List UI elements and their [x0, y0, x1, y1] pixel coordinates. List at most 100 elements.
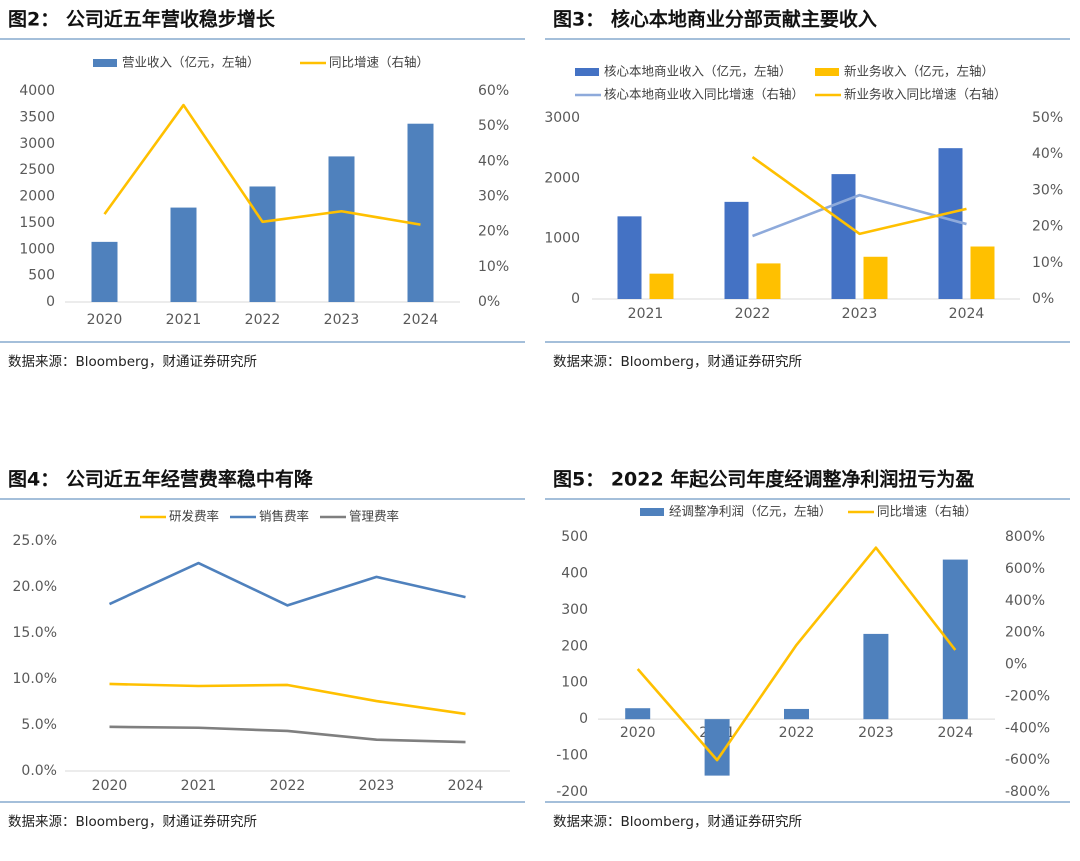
y2-tick-label: 60%	[478, 83, 509, 99]
chart-title: 图5： 2022 年起公司年度经调整净利润扭亏为盈	[553, 468, 974, 491]
y2-tick-label: 50%	[1032, 110, 1063, 126]
y-tick-label: -100	[556, 748, 588, 764]
y-tick-label: 2000	[544, 170, 580, 186]
x-tick-label: 2021	[166, 312, 202, 328]
x-tick-label: 2022	[270, 778, 306, 794]
y-tick-label: 0	[579, 711, 588, 727]
legend-label: 营业收入（亿元，左轴）	[122, 55, 260, 70]
bar	[970, 246, 995, 299]
legend-label: 同比增速（右轴）	[877, 504, 977, 519]
legend-label: 经调整净利润（亿元，左轴）	[669, 504, 832, 519]
x-tick-label: 2022	[245, 312, 281, 328]
legend-swatch	[93, 59, 117, 67]
bar	[831, 174, 856, 299]
bar	[938, 148, 963, 299]
legend-label: 销售费率	[259, 509, 309, 524]
y2-tick-label: 0%	[1032, 291, 1054, 307]
y2-tick-label: 200%	[1005, 625, 1045, 641]
y-tick-label: 0.0%	[21, 763, 57, 779]
y2-tick-label: -800%	[1005, 784, 1050, 800]
y-tick-label: 15.0%	[13, 625, 57, 641]
x-tick-label: 2022	[735, 306, 771, 322]
y-tick-label: 1500	[19, 215, 55, 231]
y2-tick-label: 10%	[478, 259, 509, 275]
x-tick-label: 2024	[949, 306, 985, 322]
line-series	[751, 156, 967, 236]
y-tick-label: 0	[46, 294, 55, 310]
y-tick-label: 4000	[19, 83, 55, 99]
x-tick-label: 2023	[858, 725, 894, 741]
legend-label: 研发费率	[169, 509, 219, 524]
bar	[407, 123, 434, 302]
line-series	[109, 682, 466, 716]
y2-tick-label: -600%	[1005, 752, 1050, 768]
y2-tick-label: -200%	[1005, 688, 1050, 704]
y2-tick-label: 30%	[1032, 182, 1063, 198]
x-tick-label: 2024	[403, 312, 439, 328]
bar	[328, 156, 355, 302]
y-tick-label: 5.0%	[21, 717, 57, 733]
x-tick-label: 2023	[359, 778, 395, 794]
x-tick-label: 2020	[620, 725, 656, 741]
bar	[249, 186, 276, 302]
y-tick-label: 100	[561, 675, 588, 691]
legend-label: 管理费率	[349, 509, 399, 524]
bar	[617, 216, 642, 299]
chart-title: 图4： 公司近五年经营费率稳中有降	[8, 468, 314, 491]
y-tick-label: 3000	[544, 110, 580, 126]
bar	[863, 256, 888, 299]
y2-tick-label: 0%	[478, 294, 500, 310]
y2-tick-label: 40%	[1032, 146, 1063, 162]
legend-swatch	[640, 508, 664, 516]
y2-tick-label: 50%	[478, 118, 509, 134]
bar	[625, 708, 651, 720]
legend-label: 新业务收入同比增速（右轴）	[844, 87, 1007, 102]
chart-title: 图3： 核心本地商业分部贡献主要收入	[553, 8, 877, 31]
line-series	[109, 725, 466, 744]
x-tick-label: 2023	[842, 306, 878, 322]
bar	[724, 201, 749, 299]
y-tick-label: 25.0%	[13, 533, 57, 549]
bar	[649, 273, 674, 299]
y2-tick-label: 20%	[478, 224, 509, 240]
source-note: 数据来源：Bloomberg，财通证券研究所	[8, 814, 257, 830]
x-tick-label: 2022	[779, 725, 815, 741]
y-tick-label: 300	[561, 602, 588, 618]
x-tick-label: 2021	[628, 306, 664, 322]
y2-tick-label: 600%	[1005, 561, 1045, 577]
y-tick-label: -200	[556, 784, 588, 800]
legend-label: 同比增速（右轴）	[329, 55, 429, 70]
y2-tick-label: 10%	[1032, 255, 1063, 271]
y-tick-label: 10.0%	[13, 671, 57, 687]
legend-swatch	[815, 68, 839, 76]
source-note: 数据来源：Bloomberg，财通证券研究所	[553, 354, 802, 370]
source-note: 数据来源：Bloomberg，财通证券研究所	[8, 354, 257, 370]
source-note: 数据来源：Bloomberg，财通证券研究所	[553, 814, 802, 830]
y-tick-label: 1000	[544, 231, 580, 247]
line-series	[108, 561, 466, 607]
y-tick-label: 500	[28, 268, 55, 284]
y2-tick-label: 30%	[478, 189, 509, 205]
bar	[863, 633, 889, 720]
bar	[91, 241, 118, 302]
x-tick-label: 2023	[324, 312, 360, 328]
legend-label: 新业务收入（亿元，左轴）	[844, 64, 994, 79]
y-tick-label: 2500	[19, 162, 55, 178]
legend-label: 核心本地商业收入同比增速（右轴）	[604, 87, 804, 102]
y-tick-label: 200	[561, 638, 588, 654]
legend-label: 核心本地商业收入（亿元，左轴）	[604, 64, 792, 79]
y-tick-label: 0	[571, 291, 580, 307]
y-tick-label: 2000	[19, 189, 55, 205]
y2-tick-label: 20%	[1032, 219, 1063, 235]
y2-tick-label: 800%	[1005, 529, 1045, 545]
y2-tick-label: 0%	[1005, 657, 1027, 673]
line-series	[103, 103, 421, 226]
y-tick-label: 3500	[19, 109, 55, 125]
y-tick-label: 3000	[19, 136, 55, 152]
y2-tick-label: 400%	[1005, 593, 1045, 609]
bar	[784, 708, 809, 720]
y-tick-label: 1000	[19, 241, 55, 257]
chart-title: 图2： 公司近五年营收稳步增长	[8, 8, 276, 31]
bar	[756, 263, 781, 299]
